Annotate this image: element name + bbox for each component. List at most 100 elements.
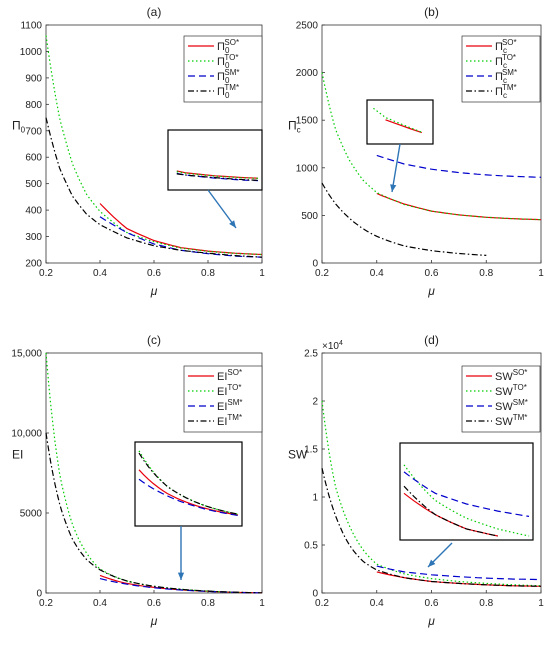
y-tick-label: 500 <box>25 179 42 190</box>
legend: EISO*EITO*EISM*EITM* <box>183 365 263 433</box>
legend-label-tm: EITM* <box>217 413 242 428</box>
y-tick-label: 2000 <box>296 68 319 79</box>
zoom-arrow <box>207 189 237 229</box>
x-tick-label: 0.4 <box>93 598 107 609</box>
x-tick-label: 0.4 <box>370 268 384 279</box>
inset-zoom <box>167 129 263 191</box>
panel-b: 0.2 0.4 0.6 0.8 1 0 500 1000 1500 2000 2500 (b) μ Πc Π… <box>288 5 544 298</box>
legend-label-to: EITO* <box>217 383 241 398</box>
y-tick-label: 10,000 <box>11 429 42 440</box>
y-tick-label: 2500 <box>296 21 319 32</box>
y-axis-label: Π0 <box>12 119 26 135</box>
y-tick-label: 0 <box>36 589 42 600</box>
zoom-arrowhead <box>177 572 185 580</box>
y-tick-label: 400 <box>25 206 42 217</box>
inset-series-tm <box>138 452 239 515</box>
x-tick-label: 1 <box>538 598 544 609</box>
panel-title: (a) <box>147 5 162 19</box>
x-axis-label: μ <box>150 614 158 628</box>
y-tick-label: 800 <box>25 100 42 111</box>
y-tick-label: 5000 <box>20 509 43 520</box>
legend-label-sm: ΠcSM* <box>495 68 517 85</box>
series-tm-line <box>45 117 263 258</box>
x-tick-label: 1 <box>259 268 265 279</box>
zoom-arrowhead <box>390 184 397 192</box>
y-tick-label: 1000 <box>296 163 319 174</box>
legend: ΠcSO*ΠcTO*ΠcSM*ΠcTM* <box>461 35 541 103</box>
zoom-arrow <box>391 143 401 193</box>
x-tick-label: 0.8 <box>201 268 215 279</box>
x-tick-label: 0.2 <box>39 598 53 609</box>
x-tick-label: 1 <box>259 598 265 609</box>
x-tick-label: 0.4 <box>370 598 384 609</box>
legend-label-so: ΠcSO* <box>495 38 517 55</box>
inset-series-to <box>176 171 259 179</box>
legend: SWSO*SWTO*SWSM*SWTM* <box>461 365 541 433</box>
legend-label-sm: Π0SM* <box>217 68 240 85</box>
series-sm-line <box>376 154 542 178</box>
y-tick-label: 500 <box>301 211 318 222</box>
legend-label-so: SWSO* <box>495 368 527 383</box>
series-tm-line <box>321 468 542 587</box>
x-axis-label: μ <box>427 614 435 628</box>
y-tick-label: 0 <box>312 259 318 270</box>
legend-label-sm: EISM* <box>217 398 243 413</box>
legend-label-to: SWTO* <box>495 383 527 398</box>
legend-label-sm: SWSM* <box>495 398 528 413</box>
inset-series-sm <box>403 471 530 517</box>
inset-series-to <box>403 464 530 537</box>
x-tick-label: 0.8 <box>479 268 493 279</box>
zoom-arrowhead <box>229 220 236 228</box>
series-to-line <box>45 35 263 256</box>
x-tick-label: 1 <box>538 268 544 279</box>
series-to-line <box>321 400 542 587</box>
legend-label-so: Π0SO* <box>217 38 239 55</box>
x-tick-label: 0.4 <box>93 268 107 279</box>
y-tick-label: 1 <box>312 493 318 504</box>
x-tick-label: 0.6 <box>425 268 439 279</box>
panel-d: 0.2 0.4 0.6 0.8 1 0 0.5 1 1.5 2 2.5 (d) μ SW ×104 SWSO*… <box>288 333 544 628</box>
x-tick-label: 0.2 <box>315 598 329 609</box>
y-tick-label: 2 <box>312 397 318 408</box>
legend-label-tm: ΠcTM* <box>495 83 517 100</box>
series-so-line <box>376 192 542 221</box>
x-tick-label: 0.8 <box>479 598 493 609</box>
series-tm-line <box>321 182 487 256</box>
legend-label-tm: SWTM* <box>495 413 527 428</box>
y-tick-label: 300 <box>25 232 42 243</box>
x-tick-label: 0.6 <box>425 598 439 609</box>
y-tick-label: 900 <box>25 73 42 84</box>
legend: Π0SO*Π0TO*Π0SM*Π0TM* <box>183 35 263 103</box>
zoom-arrowhead <box>428 559 436 567</box>
y-axis-label: EI <box>12 448 23 462</box>
series-to-line <box>321 72 542 221</box>
panel-title: (b) <box>424 5 439 19</box>
inset-series-so <box>385 119 422 134</box>
series-tm-line <box>45 432 262 594</box>
y-axis-label: Πc <box>288 119 301 135</box>
y-axis-label: SW <box>288 448 308 462</box>
panel-title: (d) <box>424 333 439 347</box>
inset-box <box>366 99 434 145</box>
inset-series-tm <box>176 173 259 181</box>
y-tick-label: 0.5 <box>304 541 318 552</box>
y-tick-label: 1500 <box>296 116 319 127</box>
y-tick-label: 0 <box>312 589 318 600</box>
y-tick-label: 1100 <box>20 21 42 32</box>
inset-series-tm <box>403 485 498 537</box>
panel-a: 0.2 0.4 0.6 0.8 1 200 300 400 500 600 700 800 900 100… <box>12 5 265 298</box>
inset-zoom <box>366 99 434 145</box>
series-sm-line <box>376 565 542 581</box>
x-tick-label: 0.8 <box>201 598 215 609</box>
y-tick-label: 700 <box>25 126 42 137</box>
panel-title: (c) <box>147 333 161 347</box>
legend-label-tm: Π0TM* <box>217 83 239 100</box>
y-tick-label: 2.5 <box>304 349 318 360</box>
x-axis-label: μ <box>150 284 158 298</box>
x-tick-label: 0.6 <box>147 598 161 609</box>
y-tick-label: 1.5 <box>304 445 318 456</box>
y-tick-label: 600 <box>25 153 42 164</box>
inset-series-sm <box>138 478 239 517</box>
x-tick-label: 0.6 <box>147 268 161 279</box>
